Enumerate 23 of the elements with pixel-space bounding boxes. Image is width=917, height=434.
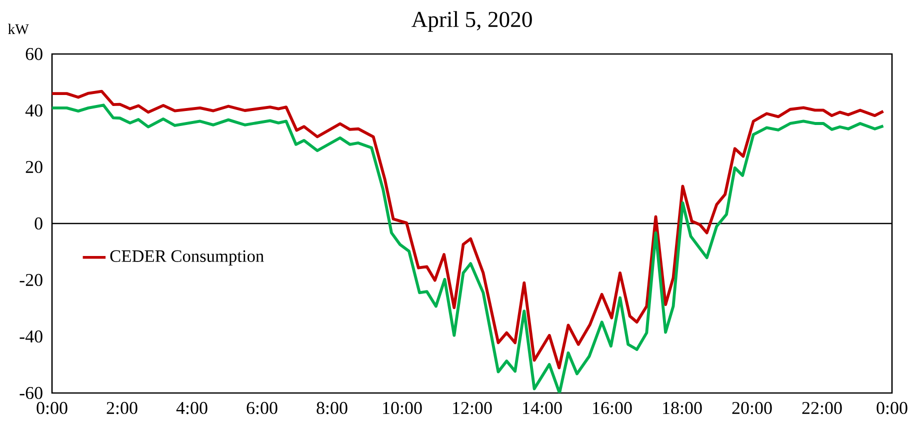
x-tick-label: 0:00 <box>36 402 68 414</box>
y-tick-label: 40 <box>25 104 42 117</box>
x-tick-label: 10:00 <box>383 402 422 414</box>
legend-label: CEDER Consumption <box>110 250 264 266</box>
x-tick-label: 0:00 <box>876 402 908 414</box>
y-tick-label: -40 <box>20 330 42 343</box>
x-tick-label: 16:00 <box>593 402 632 414</box>
x-tick-label: 18:00 <box>663 402 702 414</box>
x-tick-label: 22:00 <box>802 402 842 414</box>
y-tick-label: -60 <box>20 386 42 400</box>
x-tick-label: 20:00 <box>732 402 772 414</box>
x-tick-label: 12:00 <box>453 402 492 414</box>
y-tick-label: -20 <box>20 274 42 286</box>
x-tick-label: 6:00 <box>246 402 278 414</box>
x-tick-label: 2:00 <box>106 402 138 414</box>
y-tick-label: 20 <box>26 160 42 174</box>
x-tick-label: 4:00 <box>176 402 208 414</box>
x-tick-label: 14:00 <box>523 402 562 414</box>
y-tick-label: 60 <box>26 48 42 60</box>
y-axis-title: kW <box>8 24 29 34</box>
x-tick-label: 8:00 <box>316 402 348 414</box>
y-tick-label: 0 <box>34 217 42 230</box>
chart-title: April 5, 2020 <box>411 11 532 32</box>
